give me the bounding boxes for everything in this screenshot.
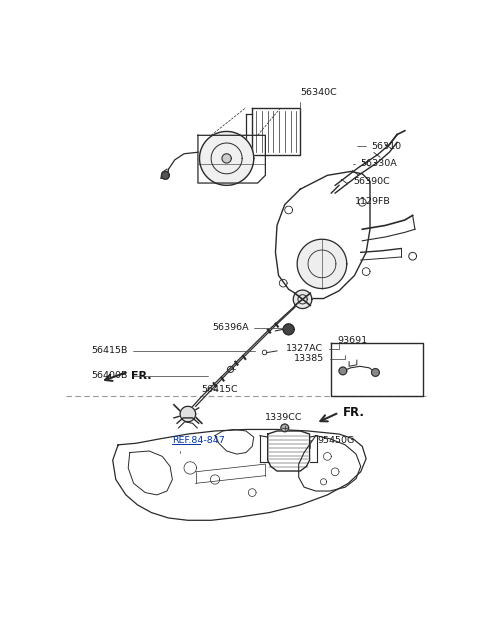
Text: 56310: 56310 xyxy=(357,142,402,150)
Polygon shape xyxy=(372,369,379,376)
Polygon shape xyxy=(162,172,169,179)
Text: 95450G: 95450G xyxy=(310,436,355,448)
Text: 1129FB: 1129FB xyxy=(355,197,390,213)
Text: 56396A: 56396A xyxy=(212,324,285,332)
Text: FR.: FR. xyxy=(132,371,152,381)
Text: 1339CC: 1339CC xyxy=(265,413,303,428)
Text: 56340C: 56340C xyxy=(300,88,337,111)
Polygon shape xyxy=(339,367,347,375)
Text: 1327AC: 1327AC xyxy=(286,344,339,353)
Text: 56330A: 56330A xyxy=(353,159,397,168)
Polygon shape xyxy=(283,324,294,335)
Text: 56415B: 56415B xyxy=(91,346,255,356)
Text: 93691: 93691 xyxy=(337,337,368,345)
Polygon shape xyxy=(293,290,312,308)
Text: 56400B: 56400B xyxy=(91,371,208,380)
Text: 13385: 13385 xyxy=(294,354,345,363)
Text: REF.84-847: REF.84-847 xyxy=(172,436,225,453)
Text: 56415C: 56415C xyxy=(201,385,238,394)
Text: 56390C: 56390C xyxy=(347,177,390,186)
Polygon shape xyxy=(222,154,231,163)
Polygon shape xyxy=(281,424,288,432)
Polygon shape xyxy=(180,406,196,422)
Polygon shape xyxy=(297,240,347,288)
Polygon shape xyxy=(200,132,254,186)
Text: FR.: FR. xyxy=(343,406,365,419)
